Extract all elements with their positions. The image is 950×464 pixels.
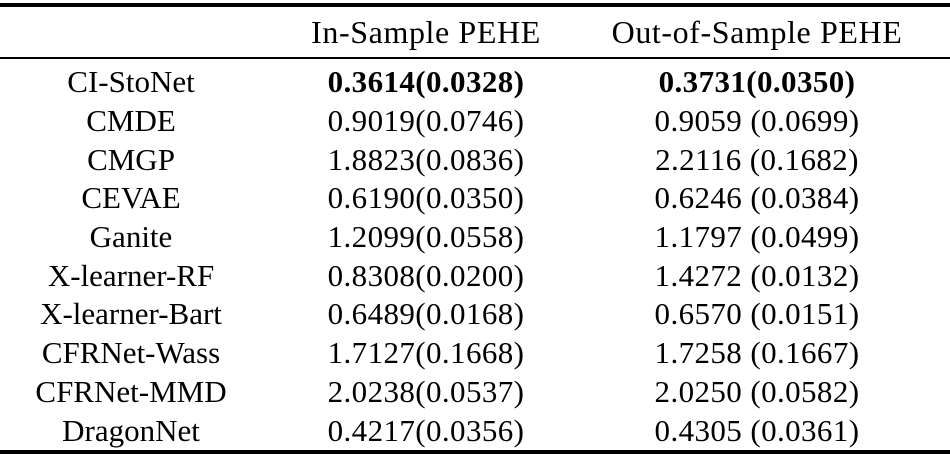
table-row: X-learner-RF 0.8308(0.0200) 1.4272 (0.01… <box>0 256 950 295</box>
out-of-sample-value: 0.6570 (0.0151) <box>654 296 860 332</box>
in-sample-value: 0.8308(0.0200) <box>327 257 525 293</box>
in-sample-value: 0.6190(0.0350) <box>327 180 525 216</box>
bottom-rule <box>0 449 950 454</box>
top-rule <box>0 3 950 7</box>
table-row: DragonNet 0.4217(0.0356) 0.4305 (0.0361) <box>0 411 950 450</box>
method-name: CMDE <box>86 103 176 139</box>
method-name: CFRNet-MMD <box>35 373 227 409</box>
out-of-sample-value: 1.7258 (0.1667) <box>654 335 860 371</box>
out-of-sample-value: 1.4272 (0.0132) <box>654 257 860 293</box>
out-of-sample-value: 1.1797 (0.0499) <box>654 219 860 255</box>
method-name: CEVAE <box>81 180 181 216</box>
mid-rule <box>0 57 950 59</box>
method-name: Ganite <box>89 219 173 255</box>
table-header-row: In-Sample PEHE Out-of-Sample PEHE <box>0 7 950 57</box>
in-sample-value: 0.3614(0.0328) <box>327 64 525 100</box>
table-row: Ganite 1.2099(0.0558) 1.1797 (0.0499) <box>0 218 950 257</box>
in-sample-value: 0.4217(0.0356) <box>327 412 525 448</box>
table-row: CEVAE 0.6190(0.0350) 0.6246 (0.0384) <box>0 179 950 218</box>
method-name: CMGP <box>87 141 175 177</box>
method-name: X-learner-RF <box>47 257 215 293</box>
table-row: CFRNet-Wass 1.7127(0.1668) 1.7258 (0.166… <box>0 334 950 373</box>
table-row: CMDE 0.9019(0.0746) 0.9059 (0.0699) <box>0 102 950 141</box>
table-row: CMGP 1.8823(0.0836) 2.2116 (0.1682) <box>0 140 950 179</box>
method-name: X-learner-Bart <box>40 296 222 332</box>
in-sample-value: 1.8823(0.0836) <box>327 141 525 177</box>
in-sample-value: 1.7127(0.1668) <box>327 335 525 371</box>
column-header-in-sample-pehe: In-Sample PEHE <box>311 13 541 50</box>
in-sample-value: 1.2099(0.0558) <box>327 219 525 255</box>
table-row: X-learner-Bart 0.6489(0.0168) 0.6570 (0.… <box>0 295 950 334</box>
out-of-sample-value: 0.6246 (0.0384) <box>654 180 860 216</box>
out-of-sample-value: 2.2116 (0.1682) <box>655 141 859 177</box>
out-of-sample-value: 0.3731(0.0350) <box>658 64 856 100</box>
out-of-sample-value: 0.9059 (0.0699) <box>654 103 860 139</box>
table-body: CI-StoNet 0.3614(0.0328) 0.3731(0.0350) … <box>0 59 950 450</box>
out-of-sample-value: 2.0250 (0.0582) <box>654 373 860 409</box>
column-header-out-of-sample-pehe: Out-of-Sample PEHE <box>611 13 903 50</box>
in-sample-value: 0.6489(0.0168) <box>327 296 525 332</box>
method-name: DragonNet <box>62 412 200 448</box>
in-sample-value: 2.0238(0.0537) <box>327 373 525 409</box>
method-name: CI-StoNet <box>67 64 195 100</box>
table-row: CFRNet-MMD 2.0238(0.0537) 2.0250 (0.0582… <box>0 373 950 412</box>
in-sample-value: 0.9019(0.0746) <box>327 103 525 139</box>
method-name: CFRNet-Wass <box>41 335 221 371</box>
out-of-sample-value: 0.4305 (0.0361) <box>654 412 860 448</box>
table-row: CI-StoNet 0.3614(0.0328) 0.3731(0.0350) <box>0 63 950 102</box>
